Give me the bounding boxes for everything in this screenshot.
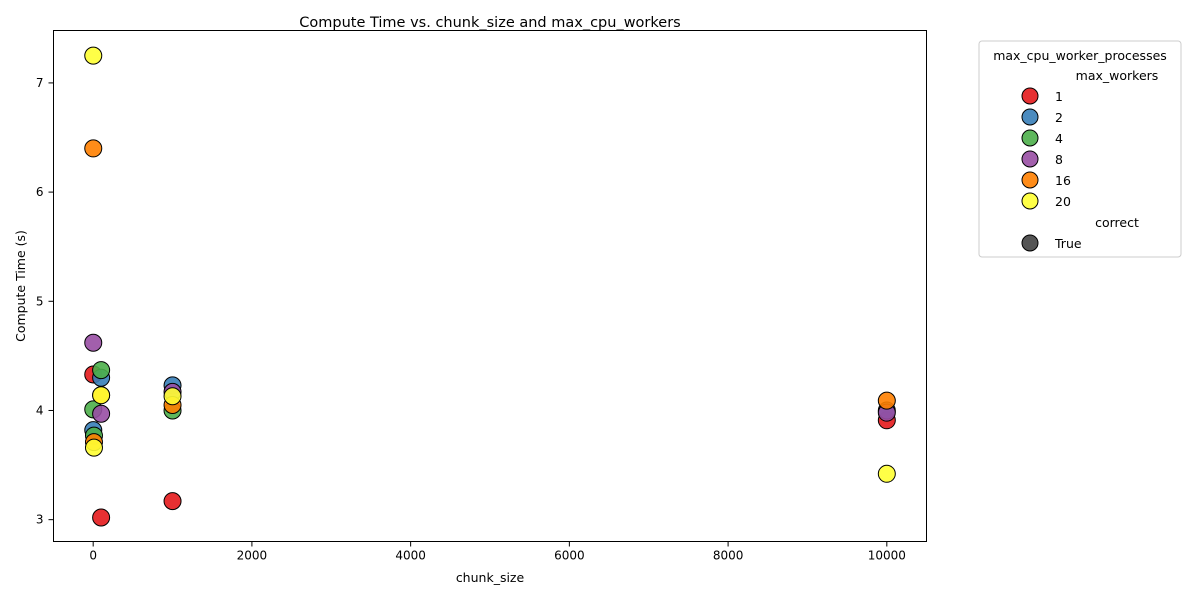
y-tick-label: 4 [36,403,44,417]
legend-marker [1021,150,1039,168]
data-point-workers-1 [92,508,111,527]
data-point-workers-8 [92,404,111,423]
data-point-workers-20 [163,387,182,406]
data-point-workers-20 [84,46,103,65]
data-point-workers-8 [84,333,103,352]
legend-marker [1021,234,1039,252]
x-tick-label: 8000 [713,549,744,563]
legend-marker [1021,129,1039,147]
y-axis-ticks: 3 4 5 6 7 [36,76,54,527]
y-axis-label: Compute Time (s) [13,230,28,342]
y-tick-label: 5 [36,294,44,308]
chart-title: Compute Time vs. chunk_size and max_cpu_… [299,15,680,31]
legend-items: max_workers 1 2 4 8 16 20 correct True [1021,68,1159,252]
legend-item-workers-1[interactable]: 1 [1021,87,1063,105]
legend-item-workers-2[interactable]: 2 [1021,108,1063,126]
legend-marker [1021,87,1039,105]
legend-marker [1021,171,1039,189]
legend-item-workers-8[interactable]: 8 [1021,150,1063,168]
legend-title: max_cpu_worker_processes [993,48,1167,63]
legend-label: 16 [1055,173,1071,188]
data-point-workers-20 [877,464,896,483]
legend-marker [1021,192,1039,210]
data-point-workers-16 [84,139,103,158]
x-tick-label: 4000 [395,549,426,563]
x-axis-label: chunk_size [456,570,525,585]
legend-label: True [1054,236,1082,251]
x-tick-label: 2000 [237,549,268,563]
legend-label: 2 [1055,110,1063,125]
data-points [84,46,896,527]
y-tick-label: 7 [36,76,44,90]
legend-label: 20 [1055,194,1071,209]
legend-item-correct-true[interactable]: True [1021,234,1082,252]
legend-label: 8 [1055,152,1063,167]
legend-item-workers-20[interactable]: 20 [1021,192,1071,210]
data-point-workers-20 [84,438,103,457]
legend-item-workers-16[interactable]: 16 [1021,171,1071,189]
legend-style-title: correct [1095,215,1139,230]
legend-item-workers-4[interactable]: 4 [1021,129,1063,147]
data-point-workers-4 [92,361,111,380]
x-axis-ticks: 0 2000 4000 6000 8000 10000 [89,541,906,563]
data-point-workers-20 [92,386,111,405]
x-tick-label: 10000 [868,549,906,563]
x-tick-label: 0 [89,549,97,563]
plot-area [53,30,927,542]
legend-hue-title: max_workers [1076,68,1159,83]
data-point-workers-1 [163,492,182,511]
legend-label: 1 [1055,89,1063,104]
legend[interactable]: max_cpu_worker_processes max_workers 1 2 4 8… [978,40,1182,258]
data-point-workers-16 [877,391,896,410]
y-tick-label: 3 [36,513,44,527]
x-tick-label: 6000 [554,549,585,563]
y-tick-label: 6 [36,185,44,199]
legend-marker [1021,108,1039,126]
legend-label: 4 [1055,131,1063,146]
